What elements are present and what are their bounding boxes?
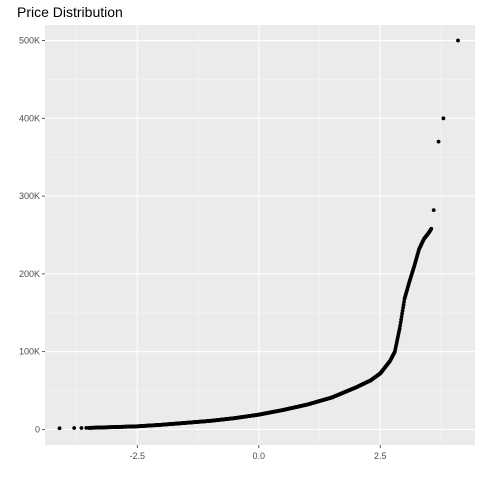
y-tick-label: 0 <box>35 424 40 434</box>
data-point <box>400 308 405 313</box>
data-point <box>402 299 406 304</box>
data-point <box>398 323 403 328</box>
minor-gridlines <box>45 25 475 445</box>
data-point <box>429 226 434 231</box>
y-tick-label: 200K <box>19 269 40 279</box>
data-point <box>397 326 402 331</box>
x-tick-label: 2.5 <box>374 451 387 461</box>
y-tick-label: 300K <box>19 191 40 201</box>
x-axis: -2.5 0.0 2.5 <box>130 445 387 461</box>
y-tick-label: 400K <box>19 113 40 123</box>
data-point <box>400 311 405 316</box>
data-point <box>441 116 446 121</box>
data-point <box>399 314 404 319</box>
x-tick-label: 0.0 <box>253 451 266 461</box>
data-points <box>57 38 460 431</box>
data-point <box>436 139 441 144</box>
data-point <box>401 302 406 307</box>
y-tick-label: 100K <box>19 347 40 357</box>
data-point <box>401 305 405 310</box>
data-point <box>399 317 404 322</box>
y-axis: 0 100K 200K 300K 400K 500K <box>19 36 45 434</box>
chart-title: Price Distribution <box>17 4 123 20</box>
data-point <box>57 426 62 431</box>
data-point <box>398 320 403 325</box>
y-tick-label: 500K <box>19 36 40 46</box>
data-point <box>456 38 460 43</box>
data-point <box>431 208 436 213</box>
x-tick-label: -2.5 <box>130 451 146 461</box>
data-point <box>84 425 89 430</box>
data-point <box>72 426 77 430</box>
data-point <box>79 426 84 430</box>
